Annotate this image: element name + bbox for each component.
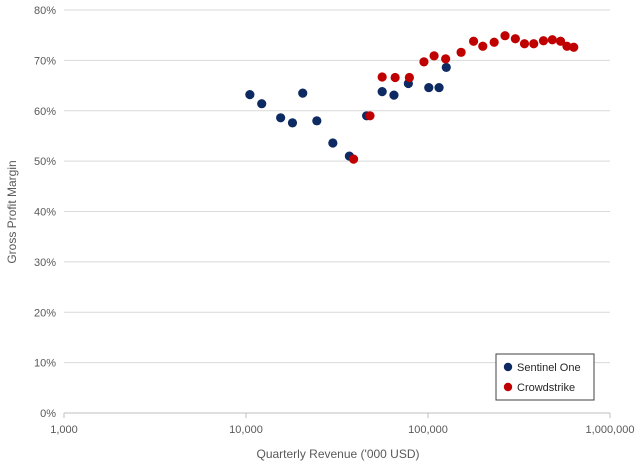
legend-marker-sentinel-one — [503, 362, 513, 372]
y-tick-label: 70% — [34, 55, 56, 67]
point-sentinel-one — [298, 88, 308, 98]
point-sentinel-one — [377, 87, 387, 97]
x-tick-label: 10,000 — [229, 424, 263, 436]
point-crowdstrike — [489, 37, 499, 47]
y-tick-label: 60% — [34, 106, 56, 118]
y-tick-label: 20% — [34, 307, 56, 319]
point-sentinel-one — [328, 138, 338, 148]
point-crowdstrike — [429, 51, 439, 61]
y-tick-label: 10% — [34, 358, 56, 370]
point-crowdstrike — [555, 36, 566, 46]
x-tick-label: 1,000,000 — [586, 424, 635, 436]
point-sentinel-one — [434, 82, 444, 93]
x-axis-title: Quarterly Revenue ('000 USD) — [256, 447, 419, 461]
point-crowdstrike — [390, 72, 400, 83]
point-sentinel-one — [276, 113, 286, 123]
point-sentinel-one — [257, 99, 267, 109]
point-crowdstrike — [569, 42, 579, 52]
point-sentinel-one — [245, 90, 255, 100]
point-sentinel-one — [287, 118, 298, 128]
legend: Sentinel One Crowdstrike — [495, 353, 595, 401]
point-sentinel-one — [312, 116, 322, 126]
point-crowdstrike — [478, 41, 488, 51]
point-crowdstrike — [562, 41, 572, 51]
y-tick-label: 40% — [34, 207, 56, 219]
legend-label-sentinel-one: Sentinel One — [517, 362, 581, 374]
y-tick-label: 30% — [34, 257, 56, 269]
point-crowdstrike — [510, 34, 520, 44]
y-axis-title: Gross Profit Margin — [5, 160, 19, 263]
y-tick-labels: 0% 10% 20% 30% 40% 50% 60% 70% 80% — [34, 5, 56, 420]
x-tick-label: 1,000 — [50, 424, 78, 436]
legend-box — [495, 353, 595, 401]
y-tick-label: 50% — [34, 156, 56, 168]
point-sentinel-one — [424, 82, 434, 93]
point-crowdstrike — [529, 39, 539, 49]
legend-label-crowdstrike: Crowdstrike — [517, 382, 575, 394]
point-sentinel-one — [389, 90, 399, 100]
y-tick-label: 80% — [34, 5, 56, 17]
point-crowdstrike — [547, 35, 557, 45]
axes — [63, 412, 611, 418]
legend-marker-crowdstrike — [503, 382, 513, 392]
point-crowdstrike — [377, 72, 387, 82]
point-crowdstrike — [348, 154, 359, 164]
point-crowdstrike — [365, 111, 375, 121]
point-crowdstrike — [456, 47, 466, 57]
point-crowdstrike — [468, 36, 479, 46]
point-crowdstrike — [441, 54, 451, 64]
point-crowdstrike — [519, 39, 530, 49]
point-sentinel-one — [441, 62, 451, 73]
data-points — [245, 31, 579, 164]
point-crowdstrike — [538, 36, 549, 46]
x-tick-labels: 1,000 10,000 100,000 1,000,000 — [50, 424, 634, 436]
gridlines — [64, 9, 610, 364]
x-tick-label: 100,000 — [408, 424, 448, 436]
y-tick-label: 0% — [40, 408, 56, 420]
point-crowdstrike — [419, 57, 429, 67]
point-crowdstrike — [500, 31, 510, 41]
point-crowdstrike — [404, 72, 414, 83]
